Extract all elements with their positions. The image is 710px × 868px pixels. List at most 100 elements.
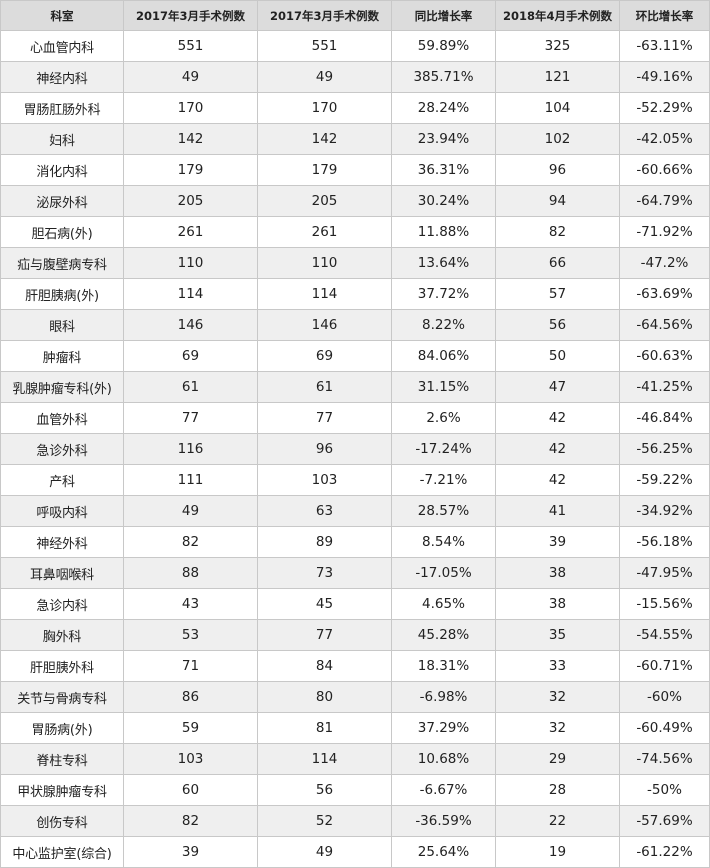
cell-department: 急诊外科 xyxy=(0,433,124,465)
cell-yoy-growth: 36.31% xyxy=(391,154,496,186)
cell-cases-2017-col2: 142 xyxy=(257,123,392,155)
header-mom-growth: 环比增长率 xyxy=(619,0,710,31)
cell-yoy-growth: 28.24% xyxy=(391,92,496,124)
table-row: 胸外科 53 77 45.28% 35 -54.55% xyxy=(0,619,710,651)
cell-mom-growth: -60% xyxy=(619,681,710,713)
cell-cases-2018-april: 121 xyxy=(495,61,620,93)
cell-yoy-growth: 8.22% xyxy=(391,309,496,341)
cell-cases-2017-col1: 261 xyxy=(123,216,258,248)
cell-department: 疝与腹壁病专科 xyxy=(0,247,124,279)
cell-yoy-growth: 45.28% xyxy=(391,619,496,651)
cell-cases-2018-april: 38 xyxy=(495,557,620,589)
cell-cases-2017-col2: 110 xyxy=(257,247,392,279)
cell-yoy-growth: 18.31% xyxy=(391,650,496,682)
table-row: 耳鼻咽喉科 88 73 -17.05% 38 -47.95% xyxy=(0,557,710,589)
table-row: 胃肠肛肠外科 170 170 28.24% 104 -52.29% xyxy=(0,92,710,124)
cell-department: 肿瘤科 xyxy=(0,340,124,372)
cell-cases-2018-april: 325 xyxy=(495,30,620,62)
cell-yoy-growth: -17.24% xyxy=(391,433,496,465)
cell-department: 胃肠肛肠外科 xyxy=(0,92,124,124)
cell-mom-growth: -60.66% xyxy=(619,154,710,186)
cell-cases-2017-col2: 77 xyxy=(257,619,392,651)
cell-cases-2017-col1: 103 xyxy=(123,743,258,775)
table-row: 呼吸内科 49 63 28.57% 41 -34.92% xyxy=(0,495,710,527)
table-row: 创伤专科 82 52 -36.59% 22 -57.69% xyxy=(0,805,710,837)
cell-cases-2017-col1: 39 xyxy=(123,836,258,868)
table-row: 肝胆胰病(外) 114 114 37.72% 57 -63.69% xyxy=(0,278,710,310)
cell-mom-growth: -63.11% xyxy=(619,30,710,62)
cell-cases-2018-april: 66 xyxy=(495,247,620,279)
cell-cases-2017-col2: 114 xyxy=(257,278,392,310)
cell-department: 耳鼻咽喉科 xyxy=(0,557,124,589)
cell-cases-2017-col2: 114 xyxy=(257,743,392,775)
cell-cases-2017-col1: 88 xyxy=(123,557,258,589)
cell-mom-growth: -64.79% xyxy=(619,185,710,217)
cell-department: 神经内科 xyxy=(0,61,124,93)
cell-yoy-growth: 37.29% xyxy=(391,712,496,744)
cell-mom-growth: -59.22% xyxy=(619,464,710,496)
table-row: 妇科 142 142 23.94% 102 -42.05% xyxy=(0,123,710,155)
cell-mom-growth: -50% xyxy=(619,774,710,806)
cell-yoy-growth: 2.6% xyxy=(391,402,496,434)
cell-department: 中心监护室(综合) xyxy=(0,836,124,868)
cell-yoy-growth: 59.89% xyxy=(391,30,496,62)
cell-cases-2018-april: 22 xyxy=(495,805,620,837)
cell-yoy-growth: 25.64% xyxy=(391,836,496,868)
cell-department: 脊柱专科 xyxy=(0,743,124,775)
cell-department: 眼科 xyxy=(0,309,124,341)
table-row: 胆石病(外) 261 261 11.88% 82 -71.92% xyxy=(0,216,710,248)
cell-cases-2017-col1: 77 xyxy=(123,402,258,434)
cell-mom-growth: -63.69% xyxy=(619,278,710,310)
cell-cases-2017-col1: 179 xyxy=(123,154,258,186)
cell-cases-2018-april: 32 xyxy=(495,681,620,713)
table-row: 产科 111 103 -7.21% 42 -59.22% xyxy=(0,464,710,496)
cell-yoy-growth: 385.71% xyxy=(391,61,496,93)
cell-mom-growth: -71.92% xyxy=(619,216,710,248)
table-body: 心血管内科 551 551 59.89% 325 -63.11% 神经内科 49 49 385.7… xyxy=(0,30,710,868)
cell-yoy-growth: 4.65% xyxy=(391,588,496,620)
header-yoy-growth: 同比增长率 xyxy=(391,0,496,31)
cell-mom-growth: -42.05% xyxy=(619,123,710,155)
cell-cases-2018-april: 38 xyxy=(495,588,620,620)
table-row: 肝胆胰外科 71 84 18.31% 33 -60.71% xyxy=(0,650,710,682)
cell-cases-2017-col1: 59 xyxy=(123,712,258,744)
header-cases-2018-april: 2018年4月手术例数 xyxy=(495,0,620,31)
cell-cases-2017-col1: 146 xyxy=(123,309,258,341)
cell-cases-2017-col1: 551 xyxy=(123,30,258,62)
cell-cases-2017-col1: 82 xyxy=(123,805,258,837)
cell-yoy-growth: 31.15% xyxy=(391,371,496,403)
cell-cases-2017-col1: 86 xyxy=(123,681,258,713)
cell-yoy-growth: 11.88% xyxy=(391,216,496,248)
cell-cases-2017-col2: 81 xyxy=(257,712,392,744)
cell-cases-2017-col2: 63 xyxy=(257,495,392,527)
cell-mom-growth: -56.25% xyxy=(619,433,710,465)
cell-cases-2017-col2: 52 xyxy=(257,805,392,837)
cell-department: 乳腺肿瘤专科(外) xyxy=(0,371,124,403)
cell-yoy-growth: 37.72% xyxy=(391,278,496,310)
cell-cases-2018-april: 57 xyxy=(495,278,620,310)
table-row: 疝与腹壁病专科 110 110 13.64% 66 -47.2% xyxy=(0,247,710,279)
cell-cases-2017-col1: 53 xyxy=(123,619,258,651)
table-row: 神经外科 82 89 8.54% 39 -56.18% xyxy=(0,526,710,558)
cell-mom-growth: -49.16% xyxy=(619,61,710,93)
cell-mom-growth: -15.56% xyxy=(619,588,710,620)
cell-cases-2018-april: 35 xyxy=(495,619,620,651)
table-row: 脊柱专科 103 114 10.68% 29 -74.56% xyxy=(0,743,710,775)
table-row: 心血管内科 551 551 59.89% 325 -63.11% xyxy=(0,30,710,62)
cell-mom-growth: -64.56% xyxy=(619,309,710,341)
cell-cases-2017-col2: 179 xyxy=(257,154,392,186)
cell-cases-2018-april: 19 xyxy=(495,836,620,868)
table-row: 急诊内科 43 45 4.65% 38 -15.56% xyxy=(0,588,710,620)
table-row: 甲状腺肿瘤专科 60 56 -6.67% 28 -50% xyxy=(0,774,710,806)
cell-yoy-growth: 8.54% xyxy=(391,526,496,558)
cell-cases-2018-april: 47 xyxy=(495,371,620,403)
cell-department: 胆石病(外) xyxy=(0,216,124,248)
table-row: 肿瘤科 69 69 84.06% 50 -60.63% xyxy=(0,340,710,372)
cell-cases-2017-col1: 60 xyxy=(123,774,258,806)
cell-department: 消化内科 xyxy=(0,154,124,186)
cell-yoy-growth: 28.57% xyxy=(391,495,496,527)
cell-cases-2017-col2: 45 xyxy=(257,588,392,620)
cell-mom-growth: -57.69% xyxy=(619,805,710,837)
table-row: 胃肠病(外) 59 81 37.29% 32 -60.49% xyxy=(0,712,710,744)
